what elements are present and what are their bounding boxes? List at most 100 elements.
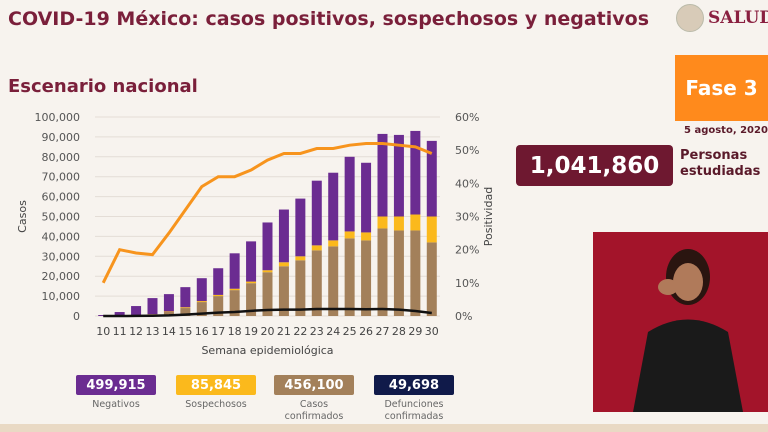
bar-casos-confirmados [229, 290, 240, 316]
y2-tick-label: 30% [455, 211, 479, 224]
x-tick-label: 19 [244, 325, 258, 338]
bar-casos-confirmados [328, 246, 339, 316]
y-tick-label: 70,000 [42, 171, 81, 184]
y-tick-label: 90,000 [42, 131, 81, 144]
y-tick-label: 30,000 [42, 250, 81, 263]
x-tick-label: 15 [178, 325, 192, 338]
y2-tick-label: 50% [455, 144, 479, 157]
stat-label: Defunciones confirmadas [369, 399, 459, 423]
studied-label: Personas estudiadas [680, 148, 760, 180]
y-tick-label: 50,000 [42, 211, 81, 224]
date-label: 5 agosto, 2020 [684, 125, 768, 136]
bar-negativos [377, 133, 388, 217]
logo-text: SALUD [708, 8, 768, 28]
y2-tick-label: 10% [455, 277, 479, 290]
bar-negativos [229, 253, 240, 289]
studied-label-1: Personas [680, 148, 748, 163]
bar-casos-confirmados [311, 250, 322, 316]
footer-bar [0, 424, 768, 432]
x-tick-label: 12 [129, 325, 143, 338]
bar-sospechosos [410, 214, 421, 231]
bar-negativos [426, 140, 437, 217]
bar-casos-confirmados [295, 260, 306, 316]
bar-negativos [196, 278, 207, 302]
bar-sospechosos [278, 262, 289, 267]
bar-sospechosos [295, 256, 306, 261]
bar-sospechosos [426, 216, 437, 243]
bar-negativos [278, 209, 289, 263]
bar-negativos [344, 156, 355, 232]
x-tick-label: 28 [392, 325, 406, 338]
y-axis-label: Casos [16, 200, 29, 233]
bar-casos-confirmados [262, 272, 273, 316]
y-tick-label: 40,000 [42, 230, 81, 243]
bar-negativos [410, 130, 421, 215]
x-tick-label: 17 [211, 325, 225, 338]
y-tick-label: 100,000 [35, 111, 81, 124]
x-tick-label: 16 [195, 325, 209, 338]
bar-negativos [246, 241, 257, 282]
bar-sospechosos [246, 281, 257, 284]
y-tick-label: 10,000 [42, 290, 81, 303]
stat-value: 499,915 [76, 375, 156, 395]
y2-axis-label: Positividad [482, 187, 495, 246]
bar-negativos [147, 298, 158, 315]
bar-negativos [180, 287, 191, 308]
bar-negativos [163, 294, 174, 312]
x-tick-label: 20 [261, 325, 275, 338]
bar-sospechosos [213, 294, 224, 297]
stat-label-line2: confirmadas [384, 411, 444, 422]
bar-casos-confirmados [213, 296, 224, 316]
bar-sospechosos [328, 240, 339, 247]
bar-sospechosos [180, 307, 191, 309]
chart: 0 10,000 20,000 30,000 40,000 50,000 60,000 70,… [16, 111, 495, 357]
x-tick-label: 26 [359, 325, 373, 338]
bar-sospechosos [344, 231, 355, 239]
x-tick-label: 22 [293, 325, 307, 338]
bar-sospechosos [361, 232, 372, 241]
x-tick-label: 27 [376, 325, 390, 338]
line-defunciones [103, 307, 432, 318]
stat-value: 456,100 [274, 375, 354, 395]
bar-sospechosos [262, 270, 273, 273]
bar-casos-confirmados [377, 228, 388, 316]
x-axis-label: Semana epidemiológica [201, 344, 333, 357]
stat-label-line1: Sospechosos [185, 399, 247, 410]
bar-negativos [393, 134, 404, 217]
x-tick-label: 30 [425, 325, 439, 338]
x-tick-label: 11 [113, 325, 127, 338]
bar-casos-confirmados [426, 242, 437, 316]
y-tick-label: 60,000 [42, 191, 81, 204]
bar-casos-confirmados [361, 240, 372, 316]
bar-casos-confirmados [410, 230, 421, 316]
bar-negativos [295, 198, 306, 257]
seal-icon [676, 4, 704, 32]
bar-sospechosos [377, 216, 388, 229]
stat-label-line1: Defunciones [384, 399, 444, 410]
section-title: Escenario nacional [8, 76, 198, 97]
studied-label-2: estudiadas [680, 164, 761, 179]
stat-value: 49,698 [374, 375, 454, 395]
y2-tick-label: 0% [455, 310, 472, 323]
y-tick-label: 20,000 [42, 270, 81, 283]
bar-negativos [361, 162, 372, 233]
phase-badge: Fase 3 [675, 55, 768, 121]
y-tick-label: 80,000 [42, 151, 81, 164]
bar-casos-confirmados [393, 230, 404, 316]
y2-tick-label: 40% [455, 177, 479, 190]
bar-casos-confirmados [344, 238, 355, 316]
y2-tick-label: 20% [455, 244, 479, 257]
page-title: COVID-19 México: casos positivos, sospec… [8, 8, 649, 30]
bar-negativos [262, 222, 273, 271]
bar-negativos [114, 312, 125, 316]
x-tick-label: 10 [96, 325, 110, 338]
x-tick-label: 24 [326, 325, 340, 338]
line-positividad [101, 142, 433, 284]
salud-logo: SALUD [676, 4, 768, 32]
x-tick-label: 18 [228, 325, 242, 338]
y-tick-label: 0 [73, 310, 80, 323]
sign-language-video [593, 232, 768, 412]
bar-sospechosos [163, 311, 174, 313]
x-tick-label: 14 [162, 325, 176, 338]
bar-sospechosos [393, 216, 404, 231]
